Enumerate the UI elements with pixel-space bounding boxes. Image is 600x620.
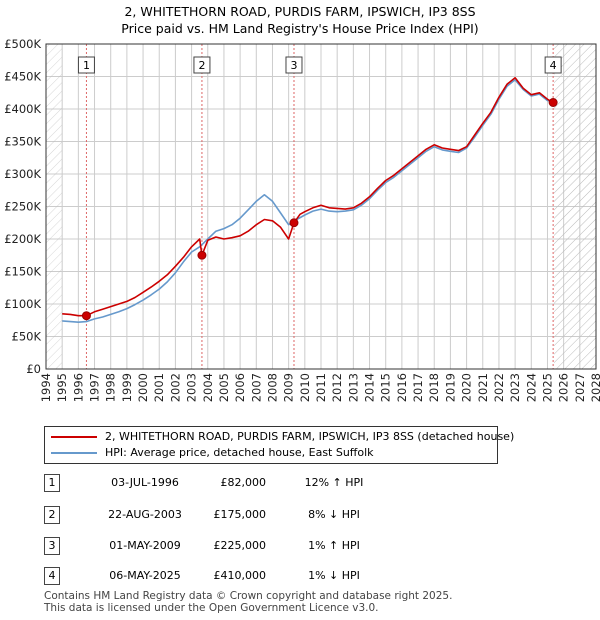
x-tick-label: 2005 — [217, 373, 231, 402]
y-tick-label: £100K — [4, 297, 41, 311]
sale-row-3: 3 01-MAY-2009 £225,000 1% ↑ HPI — [44, 537, 584, 557]
sale-hpi-diff: 1% ↓ HPI — [308, 569, 360, 582]
x-tick-label: 2016 — [395, 373, 409, 402]
x-tick-label: 2000 — [136, 373, 150, 402]
x-tick-label: 1994 — [39, 373, 53, 402]
x-tick-label: 1997 — [88, 373, 102, 402]
pre-data-hatch — [46, 44, 63, 369]
sale-point — [81, 311, 91, 321]
x-tick-label: 1996 — [71, 373, 85, 402]
x-tick-label: 2022 — [492, 373, 506, 402]
x-tick-label: 2020 — [460, 373, 474, 402]
sale-row-2: 2 22-AUG-2003 £175,000 8% ↓ HPI — [44, 506, 584, 526]
x-tick-label: 1999 — [120, 373, 134, 402]
sale-badge: 1 — [44, 474, 60, 492]
x-tick-label: 2006 — [233, 373, 247, 402]
sale-badge: 4 — [44, 567, 60, 585]
x-tick-label: 1998 — [104, 373, 118, 402]
legend-label-property: 2, WHITETHORN ROAD, PURDIS FARM, IPSWICH… — [105, 430, 515, 443]
sale-point — [548, 98, 558, 107]
sale-date: 03-JUL-1996 — [111, 476, 179, 489]
legend-swatch-property — [51, 436, 97, 438]
sale-label-number: 1 — [83, 59, 90, 72]
footer-copyright: Contains HM Land Registry data © Crown c… — [44, 590, 453, 602]
x-tick-label: 2011 — [314, 373, 328, 402]
x-tick-label: 2015 — [379, 373, 393, 402]
x-tick-label: 2027 — [573, 373, 587, 402]
x-tick-label: 2008 — [265, 373, 279, 402]
y-tick-label: £300K — [4, 167, 41, 181]
x-tick-label: 2019 — [443, 373, 457, 402]
sale-date: 22-AUG-2003 — [108, 508, 182, 521]
legend-label-hpi: HPI: Average price, detached house, East… — [105, 446, 374, 459]
x-tick-label: 2010 — [298, 373, 312, 402]
x-tick-label: 2028 — [589, 373, 600, 402]
x-tick-label: 2001 — [152, 373, 166, 402]
x-tick-label: 2021 — [476, 373, 490, 402]
sale-row-4: 4 06-MAY-2025 £410,000 1% ↓ HPI — [44, 567, 584, 587]
sale-badge: 2 — [44, 506, 60, 524]
sale-point — [197, 250, 207, 260]
x-tick-label: 2004 — [201, 373, 215, 402]
sale-label-box — [193, 56, 211, 74]
sale-label-number: 2 — [198, 59, 205, 72]
x-tick-label: 2023 — [508, 373, 522, 402]
x-tick-label: 1995 — [55, 373, 69, 402]
x-tick-label: 2007 — [249, 373, 263, 402]
y-tick-label: £450K — [4, 70, 41, 84]
x-tick-label: 2012 — [330, 373, 344, 402]
sale-date: 01-MAY-2009 — [109, 539, 181, 552]
sale-label-box — [77, 56, 95, 74]
y-tick-label: £350K — [4, 135, 41, 149]
sale-date: 06-MAY-2025 — [109, 569, 181, 582]
sale-hpi-diff: 12% ↑ HPI — [304, 476, 364, 489]
x-tick-label: 2002 — [168, 373, 182, 402]
y-tick-label: £50K — [12, 330, 42, 344]
sale-price: £175,000 — [213, 508, 267, 521]
y-tick-label: £400K — [4, 102, 41, 116]
future-hatch — [553, 44, 596, 369]
legend-swatch-hpi — [51, 452, 97, 454]
chart-title: 2, WHITETHORN ROAD, PURDIS FARM, IPSWICH… — [124, 4, 476, 19]
y-tick-label: £200K — [4, 232, 41, 246]
x-tick-label: 2017 — [411, 373, 425, 402]
sale-point — [289, 218, 299, 228]
sale-label-number: 3 — [290, 59, 297, 72]
y-tick-label: £0 — [26, 362, 41, 376]
chart-subtitle: Price paid vs. HM Land Registry's House … — [121, 21, 479, 36]
hpi-line — [62, 79, 554, 324]
sale-row-1: 1 03-JUL-1996 £82,000 12% ↑ HPI — [44, 474, 584, 494]
x-tick-label: 2003 — [185, 373, 199, 402]
sale-hpi-diff: 8% ↓ HPI — [308, 508, 360, 521]
x-tick-label: 2009 — [282, 373, 296, 402]
property-price-line — [62, 77, 554, 317]
x-tick-label: 2018 — [427, 373, 441, 402]
y-tick-label: £500K — [4, 37, 41, 51]
sale-price: £410,000 — [213, 569, 267, 582]
sale-badge: 3 — [44, 537, 60, 555]
sale-price: £82,000 — [220, 476, 267, 489]
sale-label-number: 4 — [550, 59, 557, 72]
y-tick-label: £250K — [4, 200, 41, 214]
sale-label-box — [285, 56, 303, 74]
x-tick-label: 2013 — [346, 373, 360, 402]
x-tick-label: 2014 — [363, 373, 377, 402]
x-tick-label: 2025 — [540, 373, 554, 402]
footer-licence: This data is licensed under the Open Gov… — [44, 602, 379, 614]
chart-legend: 2, WHITETHORN ROAD, PURDIS FARM, IPSWICH… — [44, 426, 514, 464]
plot-border — [45, 43, 597, 370]
x-tick-label: 2026 — [557, 373, 571, 402]
sale-hpi-diff: 1% ↑ HPI — [308, 539, 360, 552]
price-chart: 1 2 3 4 £0 £50K £100K £150K £200K £250K £300K £350… — [4, 37, 600, 402]
x-tick-label: 2024 — [524, 373, 538, 402]
y-tick-label: £150K — [4, 265, 41, 279]
sale-label-box — [544, 56, 562, 74]
sale-price: £225,000 — [213, 539, 267, 552]
